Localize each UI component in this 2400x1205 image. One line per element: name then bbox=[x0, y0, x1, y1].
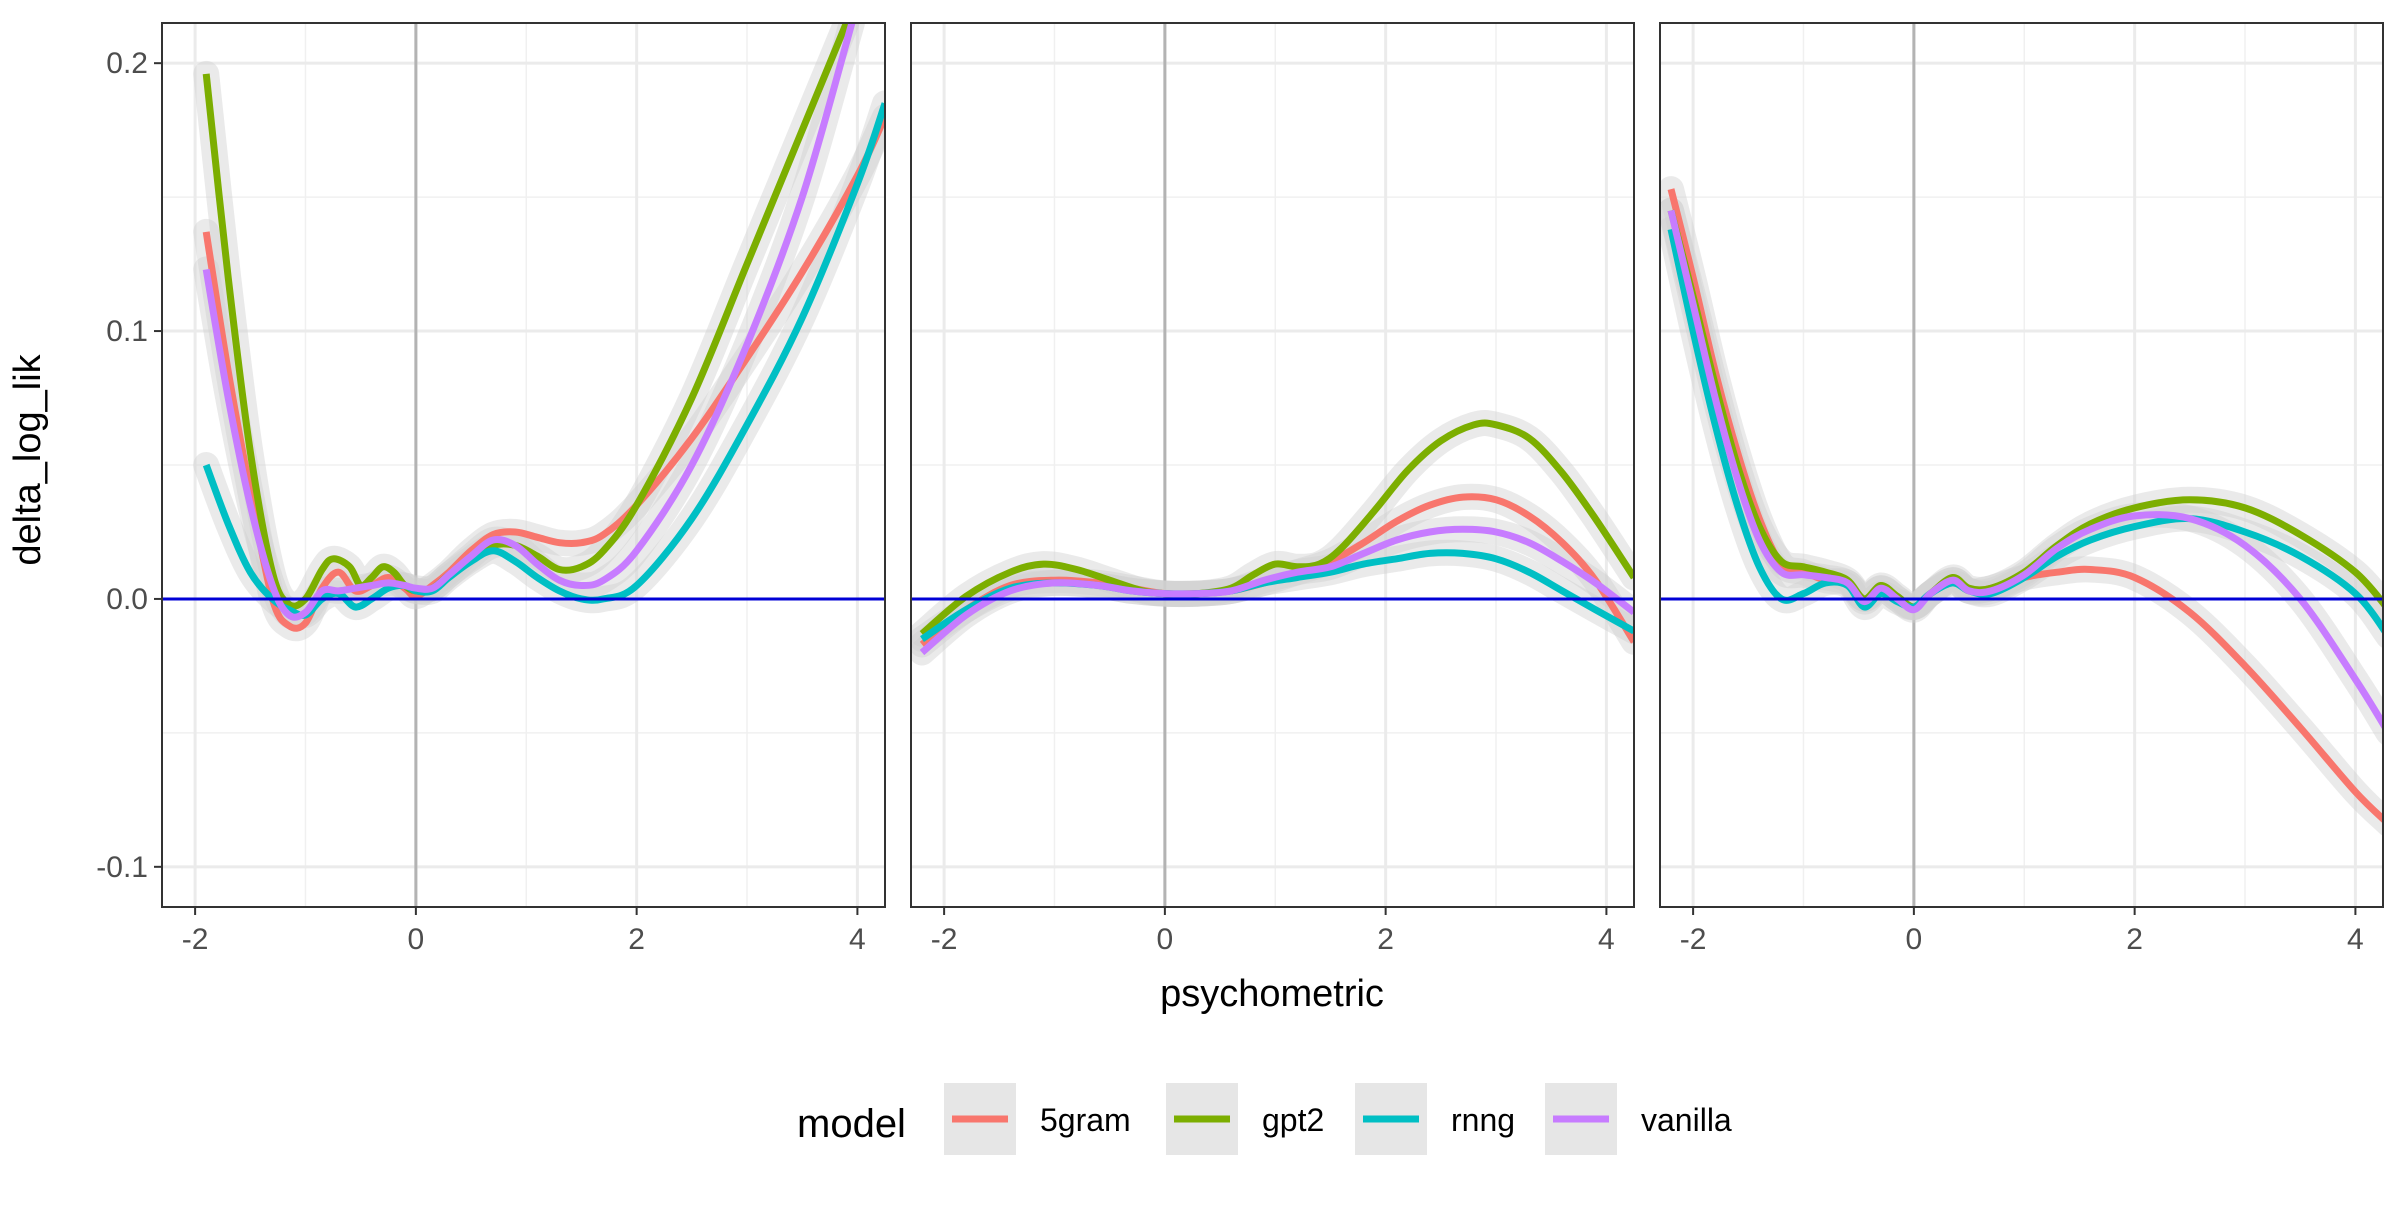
legend-item-rnng: rnng bbox=[1355, 1083, 1515, 1155]
x-tick-label: 4 bbox=[1598, 923, 1615, 956]
panel-plot-area bbox=[911, 23, 1634, 907]
legend: model 5gram gpt2 rnng vanilla bbox=[797, 1083, 1732, 1155]
y-tick-label: -0.1 bbox=[96, 851, 148, 884]
facet-panel-3: -2 0 2 4 bbox=[1659, 22, 2384, 956]
legend-label: 5gram bbox=[1040, 1102, 1131, 1138]
panel-border bbox=[910, 22, 1635, 908]
y-tick-label: 0.2 bbox=[106, 47, 148, 80]
x-axis-title: psychometric bbox=[1160, 973, 1384, 1015]
x-tick-label: 4 bbox=[2347, 923, 2364, 956]
x-tick-label: 0 bbox=[1906, 923, 1923, 956]
x-tick-label: 0 bbox=[1157, 923, 1174, 956]
x-tick-label: 2 bbox=[628, 923, 645, 956]
legend-title: model bbox=[797, 1102, 906, 1146]
x-tick-label: 2 bbox=[1377, 923, 1394, 956]
legend-item-5gram: 5gram bbox=[944, 1083, 1131, 1155]
y-tick-label: 0.1 bbox=[106, 315, 148, 348]
x-tick-label: -2 bbox=[1680, 923, 1707, 956]
series-line-vanilla bbox=[919, 525, 1634, 656]
panel-border bbox=[1659, 22, 2384, 908]
legend-item-vanilla: vanilla bbox=[1545, 1083, 1732, 1155]
panel-border bbox=[161, 22, 886, 908]
x-tick-label: 2 bbox=[2126, 923, 2143, 956]
legend-label: gpt2 bbox=[1262, 1102, 1324, 1138]
x-tick-label: 4 bbox=[849, 923, 866, 956]
legend-item-gpt2: gpt2 bbox=[1166, 1083, 1324, 1155]
y-axis-title: delta_log_lik bbox=[7, 353, 49, 565]
panel-plot-area bbox=[1660, 23, 2383, 907]
series-line-gpt2 bbox=[919, 419, 1634, 637]
legend-label: rnng bbox=[1451, 1102, 1515, 1138]
y-tick-label: 0.0 bbox=[106, 583, 148, 616]
series-line-vanilla bbox=[202, 23, 856, 621]
facet-panel-1: -2 0 2 4 -0.1 0.0 0.1 0.2 bbox=[96, 22, 886, 956]
x-tick-label: -2 bbox=[931, 923, 958, 956]
series-line-vanilla bbox=[1667, 209, 2383, 731]
legend-label: vanilla bbox=[1641, 1102, 1732, 1138]
panels-layer: -2 0 2 4 -0.1 0.0 0.1 0.2 -2 0 2 4 -2 0 2 4 bbox=[96, 22, 2384, 956]
panel-plot-area bbox=[162, 23, 885, 907]
facet-panel-2: -2 0 2 4 bbox=[910, 22, 1635, 956]
x-tick-label: -2 bbox=[182, 923, 209, 956]
x-tick-label: 0 bbox=[408, 923, 425, 956]
